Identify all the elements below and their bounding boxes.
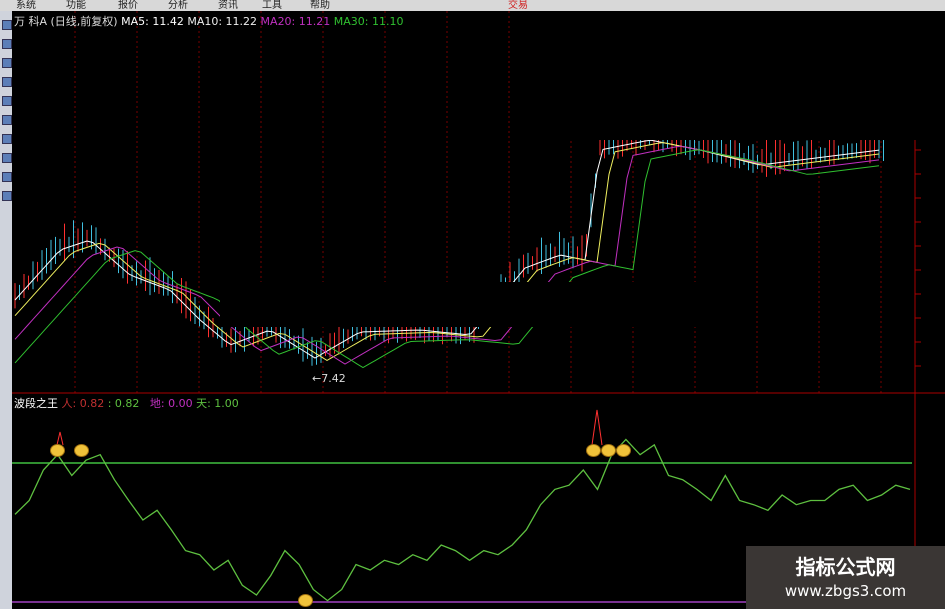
smiley-signal-icon [586, 444, 601, 457]
tool-icon[interactable] [2, 58, 12, 68]
tool-icon[interactable] [2, 153, 12, 163]
smiley-signal-icon [50, 444, 65, 457]
tool-icon[interactable] [2, 172, 12, 182]
oscillator-line [14, 438, 911, 602]
ma20-value: MA20: 11.21 [260, 15, 331, 28]
menu-news[interactable]: 资讯 [218, 0, 238, 11]
tool-icon[interactable] [2, 96, 12, 106]
indicator-name: 波段之王 [14, 397, 58, 410]
watermark-title: 指标公式网 [795, 555, 896, 579]
watermark-url: www.zbgs3.com [784, 582, 907, 600]
watermark: 指标公式网 www.zbgs3.com [746, 546, 945, 609]
smiley-signal-icon [616, 444, 631, 457]
menu-function[interactable]: 功能 [66, 0, 86, 11]
ma30-value: MA30: 11.10 [333, 15, 404, 28]
tool-icon[interactable] [2, 115, 12, 125]
di-value: 地: 0.00 [149, 397, 193, 410]
menu-bar: 系统 功能 报价 分析 资讯 工具 帮助 交易 [0, 0, 945, 11]
ma5-value: MA5: 11.42 [121, 15, 184, 28]
signal-spike [56, 431, 64, 446]
osc-value: : 0.82 [107, 397, 140, 410]
redacted-area [535, 11, 945, 140]
tian-value: 天: 1.00 [196, 397, 239, 410]
menu-system[interactable]: 系统 [16, 0, 36, 11]
smiley-signal-icon [601, 444, 616, 457]
tool-icon[interactable] [2, 20, 12, 30]
ma-line-0 [14, 139, 880, 359]
ma-line-1 [14, 142, 880, 361]
smiley-signal-icon [74, 444, 89, 457]
smiley-signal-icon [298, 594, 313, 607]
menu-help[interactable]: 帮助 [310, 0, 330, 11]
ma10-value: MA10: 11.22 [187, 15, 258, 28]
ren-value: 人: 0.82 [61, 397, 105, 410]
tool-icon[interactable] [2, 134, 12, 144]
left-toolbar [0, 11, 12, 609]
ma-line-3 [14, 149, 880, 369]
tool-icon[interactable] [2, 191, 12, 201]
tool-icon[interactable] [2, 39, 12, 49]
stock-title: 万 科A (日线,前复权) [14, 15, 118, 28]
redacted-area [220, 282, 722, 327]
menu-quote[interactable]: 报价 [118, 0, 138, 11]
menu-analysis[interactable]: 分析 [168, 0, 188, 11]
menu-trade[interactable]: 交易 [508, 0, 528, 11]
tool-icon[interactable] [2, 77, 12, 87]
signal-spike [591, 409, 603, 446]
low-price-label: ←7.42 [312, 372, 346, 385]
menu-tools[interactable]: 工具 [262, 0, 282, 11]
